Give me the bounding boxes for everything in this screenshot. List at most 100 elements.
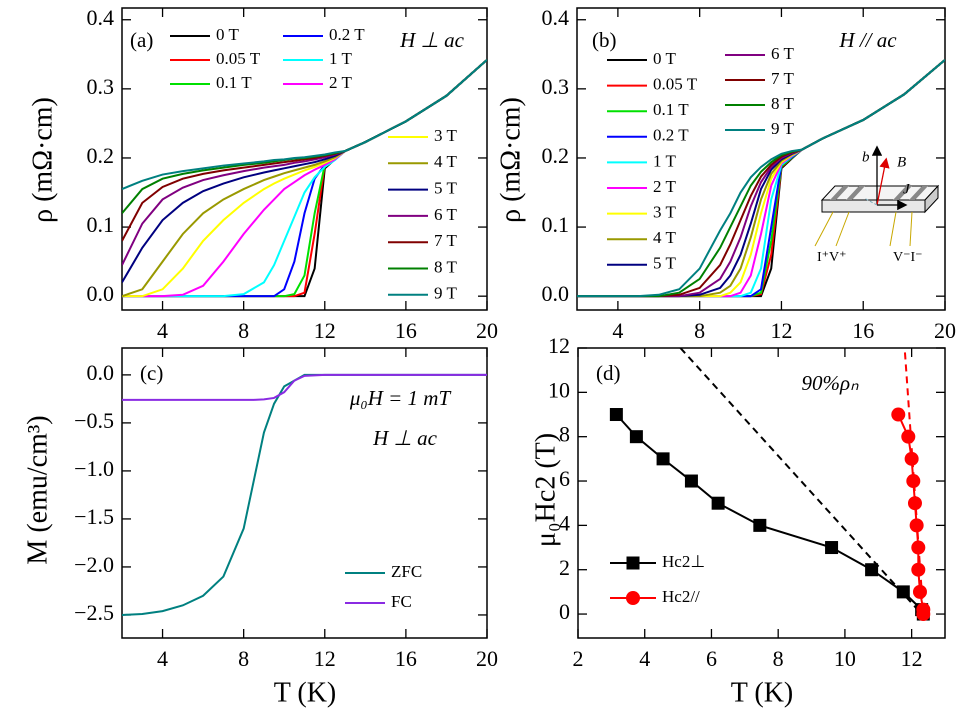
x-tick-label: 4 — [612, 318, 623, 343]
series-line — [122, 59, 487, 190]
y-axis-label: ρ (mΩ·cm) — [27, 97, 58, 223]
inset-label: J — [903, 181, 911, 197]
legend-label: FC — [391, 592, 412, 611]
marker — [684, 474, 698, 488]
legend-label: 1 T — [653, 151, 676, 170]
marker — [911, 540, 926, 555]
y-tick-label: 0.2 — [542, 143, 570, 168]
x-tick-label: 20 — [934, 318, 956, 343]
marker — [825, 541, 839, 555]
x-tick-label: 12 — [770, 318, 792, 343]
marker — [629, 430, 643, 444]
inset-label: V⁻I⁻ — [893, 250, 923, 265]
y-tick-label: 12 — [548, 333, 570, 358]
series-line — [122, 59, 487, 298]
series-line — [122, 59, 487, 298]
plot-frame — [577, 347, 946, 639]
marker — [916, 607, 931, 622]
x-axis-label: T (K) — [731, 677, 793, 708]
x-tick-label: 4 — [639, 646, 650, 671]
x-tick-label: 16 — [395, 646, 417, 671]
legend-label: 6 T — [771, 44, 794, 63]
legend-label: 0.1 T — [216, 73, 252, 92]
legend-label: 0.2 T — [329, 25, 365, 44]
marker — [656, 452, 670, 466]
legend-label: 0 T — [653, 49, 676, 68]
marker — [911, 562, 926, 577]
annotation: H ⊥ ac — [372, 426, 437, 450]
y-tick-label: 0.1 — [87, 212, 115, 237]
series-line — [122, 373, 487, 616]
x-tick-label: 8 — [238, 318, 249, 343]
marker — [907, 496, 922, 511]
legend-label: 2 T — [653, 177, 676, 196]
legend-label: 1 T — [329, 49, 352, 68]
legend-label: 9 T — [434, 284, 457, 303]
inset-schematic — [814, 145, 940, 247]
marker — [901, 429, 916, 444]
y-tick-label: 0.2 — [87, 143, 115, 168]
series-line — [897, 414, 925, 615]
marker — [906, 474, 921, 489]
y-axis-label: M (emu/cm³) — [22, 415, 53, 564]
marker — [909, 518, 924, 533]
legend-label: ZFC — [391, 562, 422, 581]
plot-frame — [121, 7, 488, 311]
legend-label: 0.1 T — [653, 100, 689, 119]
series-line — [577, 59, 945, 298]
y-tick-label: 8 — [559, 422, 570, 447]
y-tick-label: −1.5 — [74, 504, 114, 529]
marker — [912, 584, 927, 599]
panel-label: (d) — [596, 361, 621, 385]
y-tick-label: 0 — [559, 599, 570, 624]
series-line — [122, 59, 487, 298]
marker — [904, 451, 919, 466]
y-tick-label: −2.5 — [74, 600, 114, 625]
legend-marker — [626, 556, 640, 570]
panel-label: (a) — [130, 28, 153, 52]
y-tick-label: 0.3 — [87, 74, 115, 99]
y-tick-label: 0.0 — [542, 281, 570, 306]
x-tick-label: 8 — [694, 318, 705, 343]
legend-label: 0.05 T — [216, 49, 261, 68]
legend-label: Hc2// — [662, 587, 700, 606]
series-line — [122, 59, 487, 266]
y-tick-label: −0.5 — [74, 408, 114, 433]
legend-label: 7 T — [771, 69, 794, 88]
y-tick-label: 0.3 — [542, 74, 570, 99]
legend-label: 4 T — [434, 152, 457, 171]
legend-label: 0.05 T — [653, 75, 698, 94]
x-axis-label: T (K) — [274, 677, 336, 708]
panel-label: (c) — [140, 361, 163, 385]
series-line — [615, 413, 925, 615]
y-tick-label: −1.0 — [74, 456, 114, 481]
series-line — [122, 59, 487, 298]
x-tick-label: 8 — [773, 646, 784, 671]
legend-label: 5 T — [653, 254, 676, 273]
x-tick-label: 16 — [395, 318, 417, 343]
series-line — [577, 59, 945, 298]
x-tick-label: 12 — [314, 318, 336, 343]
x-tick-label: 4 — [157, 318, 168, 343]
marker — [891, 407, 906, 422]
x-tick-label: 20 — [476, 646, 498, 671]
y-tick-label: 0.4 — [542, 5, 570, 30]
y-tick-label: −2.0 — [74, 552, 114, 577]
panel-label: (b) — [592, 28, 617, 52]
legend-label: 8 T — [771, 94, 794, 113]
legend-label: Hc2⊥ — [662, 552, 705, 571]
legend-marker — [626, 591, 640, 605]
legend-label: 0.2 T — [653, 126, 689, 145]
annotation: 90%ρₙ — [802, 371, 860, 395]
inset-label: B — [897, 154, 906, 170]
x-tick-label: 10 — [834, 646, 856, 671]
x-tick-label: 12 — [314, 646, 336, 671]
marker — [865, 563, 879, 577]
marker — [753, 518, 767, 532]
series-line — [122, 59, 487, 298]
y-tick-label: 0.0 — [87, 360, 115, 385]
marker — [711, 496, 725, 510]
y-tick-label: 2 — [559, 555, 570, 580]
annotation: H // ac — [838, 28, 897, 52]
